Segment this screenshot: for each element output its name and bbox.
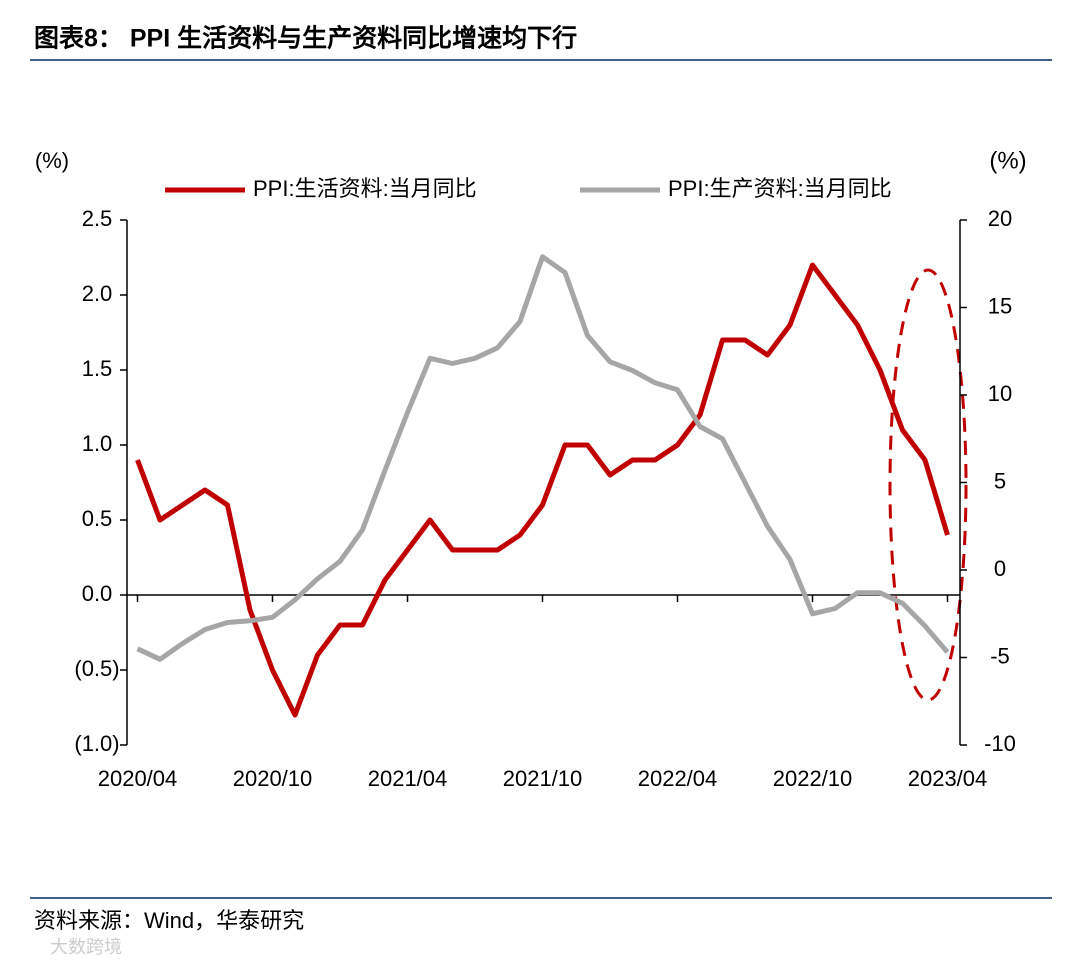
x-tick-label: 2022/10 (773, 766, 853, 791)
y-tick-label: 0.5 (82, 506, 113, 531)
legend-label: PPI:生活资料:当月同比 (253, 176, 477, 201)
x-tick-label: 2020/10 (233, 766, 313, 791)
x-tick-label: 2021/10 (503, 766, 583, 791)
y-tick-label: 1.0 (82, 431, 113, 456)
y2-tick-label: 0 (994, 556, 1006, 581)
y2-unit: (%) (989, 147, 1026, 174)
highlight-ellipse (888, 268, 968, 702)
y2-tick-label: 15 (988, 293, 1012, 318)
x-tick-label: 2022/04 (638, 766, 718, 791)
y-unit: (%) (35, 148, 69, 173)
watermark: 大数跨境 (50, 937, 122, 957)
y-tick-label: 2.5 (82, 206, 113, 231)
y2-tick-label: 5 (994, 468, 1006, 493)
series-line (136, 254, 950, 662)
y2-tick-label: -5 (990, 643, 1010, 668)
y-tick-label: 0.0 (82, 581, 113, 606)
y2-tick-label: 10 (988, 381, 1012, 406)
x-tick-label: 2020/04 (98, 766, 178, 791)
y-tick-label: (0.5) (74, 656, 119, 681)
y-tick-label: (1.0) (74, 731, 119, 756)
y2-tick-label: -10 (984, 731, 1016, 756)
y-tick-label: 2.0 (82, 281, 113, 306)
x-tick-label: 2023/04 (908, 766, 988, 791)
chart-title: 图表8： PPI 生活资料与生产资料同比增速均下行 (34, 24, 577, 53)
x-tick-label: 2021/04 (368, 766, 448, 791)
source: 资料来源：Wind，华泰研究 (34, 908, 304, 933)
legend-label: PPI:生产资料:当月同比 (668, 176, 892, 201)
y2-tick-label: 20 (988, 206, 1012, 231)
series-line (135, 262, 950, 718)
y-tick-label: 1.5 (82, 356, 113, 381)
